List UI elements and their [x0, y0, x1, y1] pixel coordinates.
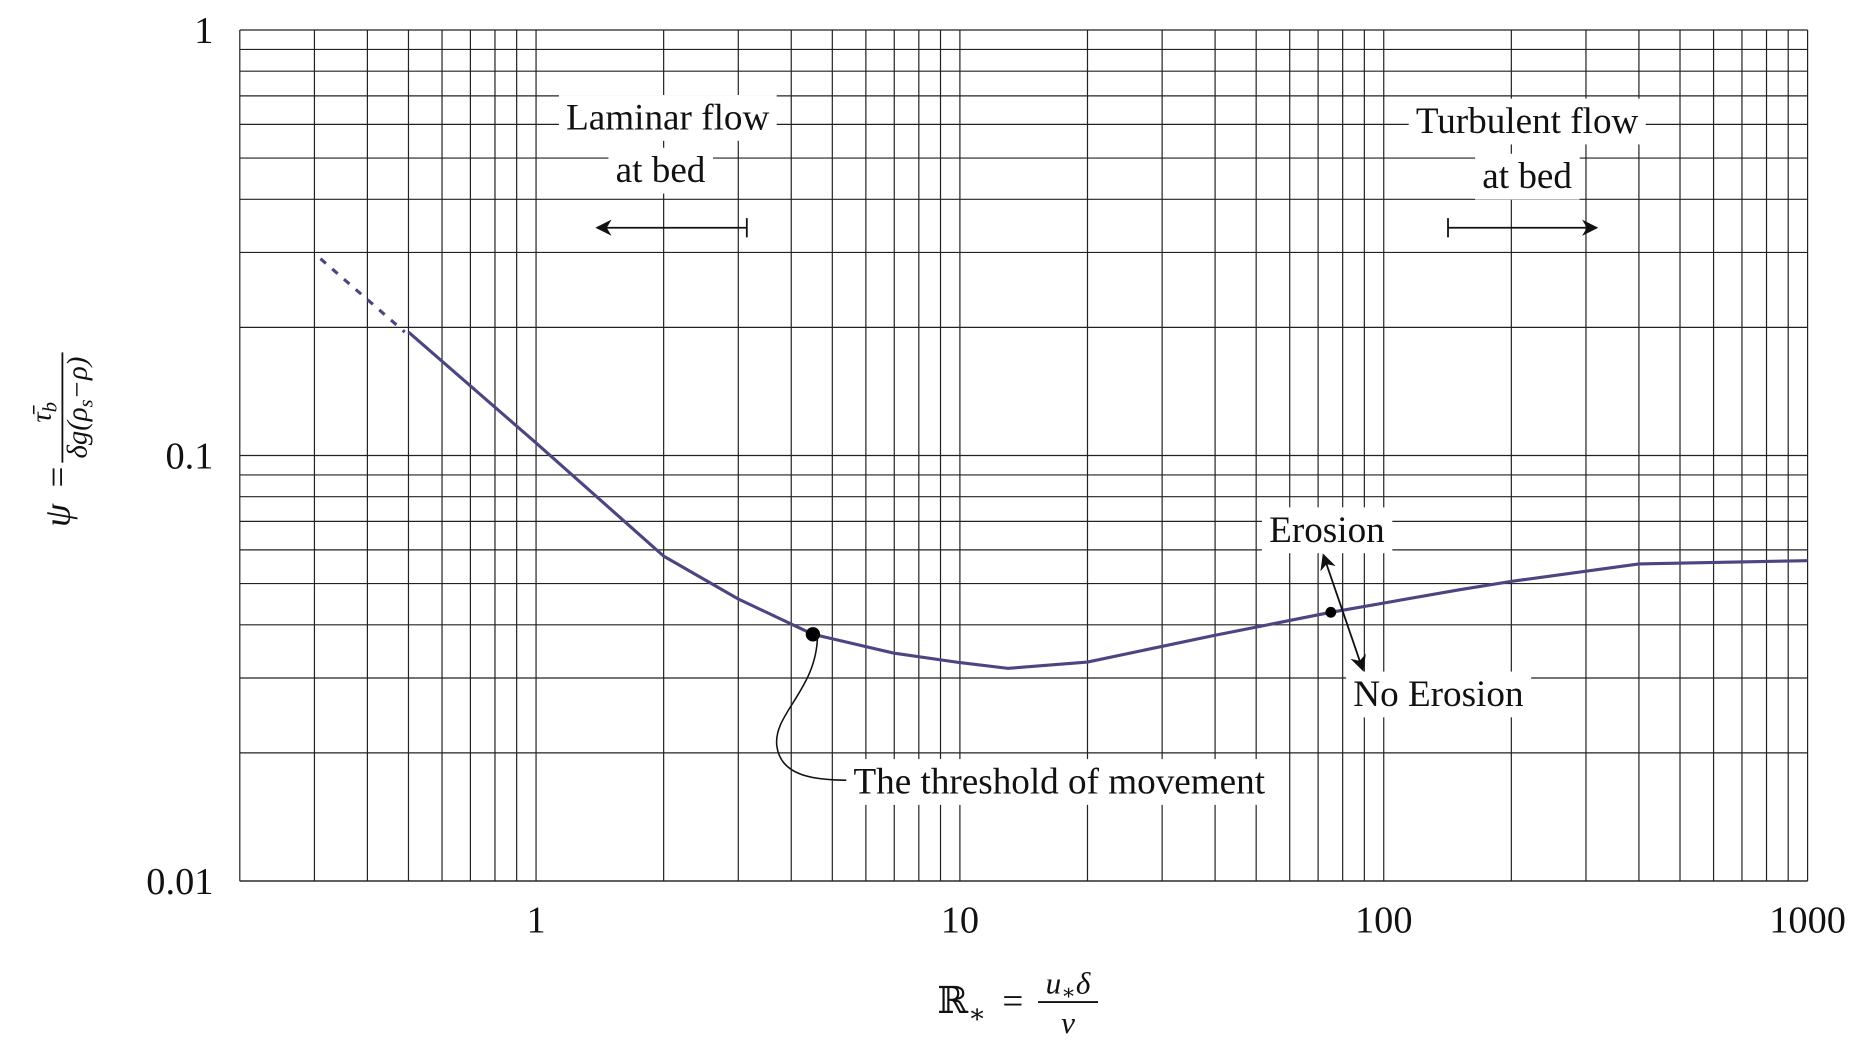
grid: 1 10 100 1000 0.01 0.1 1	[146, 10, 1846, 941]
x-label-numerator-sub: ∗	[1061, 981, 1076, 1005]
y-axis-label: ψ = τ̄b δg(ρs−ρ)	[25, 352, 97, 527]
annotation: Turbulent flow	[1416, 101, 1639, 142]
y-tick-label: 0.1	[165, 436, 213, 478]
annotation-background	[1475, 153, 1580, 200]
curve	[319, 257, 406, 334]
y-label-denominator-end: −ρ)	[61, 357, 93, 400]
threshold-leader	[775, 634, 852, 782]
annotation-background	[608, 147, 713, 194]
y-label-denominator-sub: s	[75, 399, 97, 407]
annotation: No Erosion	[1353, 674, 1524, 715]
x-tick-label: 1000	[1769, 900, 1846, 942]
annotation: at bed	[616, 150, 706, 191]
y-tick-label: 0.01	[146, 861, 213, 903]
x-tick-label: 1	[526, 900, 545, 942]
y-label-numerator: τ̄b	[25, 402, 61, 422]
annotation: Laminar flow	[566, 97, 769, 138]
annotation: Erosion	[1269, 510, 1385, 551]
x-label-symbol-main: ℝ	[937, 981, 969, 1022]
x-tick-label: 100	[1355, 900, 1413, 942]
x-tick-label: 10	[941, 900, 979, 942]
x-label-denominator: ν	[1061, 1005, 1075, 1040]
y-label-denominator-main: δg(ρ	[61, 407, 93, 458]
y-tick-label: 1	[194, 10, 213, 52]
annotation-background	[1346, 671, 1532, 718]
annotation-background	[1261, 507, 1393, 554]
x-label-symbol-sub: ∗	[968, 999, 986, 1028]
x-label-numerator: u∗δ	[1046, 966, 1091, 1005]
annotations: Laminar flow at bed Turbulent flow at bed Er…	[558, 95, 1646, 805]
annotation-background	[846, 759, 1273, 805]
y-label-equals: =	[38, 467, 79, 488]
x-label-equals: =	[1002, 981, 1023, 1022]
annotation: The threshold of movement	[853, 761, 1265, 802]
x-label-numerator-end: δ	[1076, 966, 1091, 1001]
marks	[319, 257, 1808, 670]
annotation-background	[558, 95, 777, 141]
y-label-numerator-sub: b	[39, 402, 61, 412]
erosion-arrow	[1320, 553, 1366, 672]
x-axis-label: ℝ∗ = u∗δ ν	[937, 966, 1099, 1040]
annotation-background	[1408, 98, 1646, 145]
x-label-numerator-main: u	[1046, 966, 1062, 1001]
y-label-denominator: δg(ρs−ρ)	[61, 357, 97, 459]
point	[1325, 606, 1337, 618]
annotation: at bed	[1482, 156, 1572, 197]
curve	[407, 330, 1808, 670]
point	[805, 627, 821, 642]
y-label-symbol: ψ	[38, 503, 79, 527]
x-label-symbol: ℝ∗	[937, 981, 986, 1029]
